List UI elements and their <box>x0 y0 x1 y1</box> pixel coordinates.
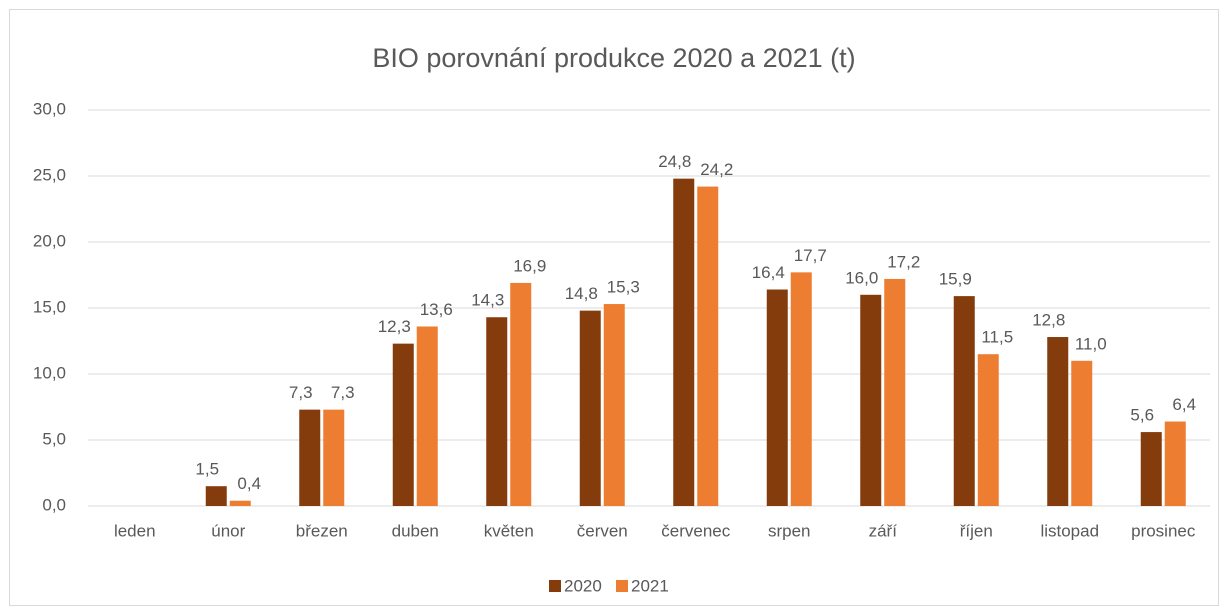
data-label: 6,4 <box>1172 395 1196 414</box>
bar <box>323 409 345 506</box>
data-label: 5,6 <box>1130 406 1154 425</box>
data-label: 17,2 <box>887 252 920 271</box>
bar <box>510 282 532 506</box>
bar <box>229 500 251 506</box>
x-tick-label: květen <box>484 521 534 540</box>
data-label: 24,2 <box>700 160 733 179</box>
bar <box>884 278 906 506</box>
x-tick-label: duben <box>392 521 439 540</box>
bar <box>579 310 601 506</box>
x-tick-label: září <box>869 521 898 540</box>
y-tick-label: 30,0 <box>33 99 66 118</box>
data-label: 15,9 <box>939 270 972 289</box>
bar <box>205 486 227 506</box>
data-label: 0,4 <box>237 474 261 493</box>
legend-label: 2021 <box>631 576 669 595</box>
x-tick-label: červenec <box>661 521 730 540</box>
data-label: 16,0 <box>845 268 878 287</box>
data-label: 7,3 <box>289 383 313 402</box>
x-tick-label: únor <box>211 521 245 540</box>
bar <box>603 304 625 506</box>
x-tick-label: březen <box>296 521 348 540</box>
bar <box>766 289 788 506</box>
bar <box>673 178 695 506</box>
bar <box>299 409 321 506</box>
bar <box>1140 432 1162 506</box>
x-tick-label: listopad <box>1040 521 1099 540</box>
data-label: 16,4 <box>752 263 785 282</box>
bar <box>860 294 882 506</box>
bar <box>486 317 508 506</box>
x-tick-label: leden <box>114 521 156 540</box>
data-label: 14,8 <box>565 284 598 303</box>
y-tick-label: 25,0 <box>33 165 66 184</box>
chart-title: BIO porovnání produkce 2020 a 2021 (t) <box>372 43 855 73</box>
x-tick-label: srpen <box>768 521 811 540</box>
data-label: 12,8 <box>1032 311 1065 330</box>
data-label: 11,5 <box>981 328 1013 347</box>
data-label: 17,7 <box>794 246 827 265</box>
bar <box>1164 421 1186 506</box>
y-tick-label: 0,0 <box>42 495 66 514</box>
bar <box>1071 360 1093 506</box>
data-label: 15,3 <box>607 278 640 297</box>
data-label: 16,9 <box>513 256 546 275</box>
y-tick-label: 20,0 <box>33 231 66 250</box>
bar <box>977 354 999 506</box>
y-tick-label: 10,0 <box>33 363 66 382</box>
x-tick-label: červen <box>577 521 628 540</box>
data-label: 7,3 <box>331 383 355 402</box>
bar <box>953 296 975 506</box>
bar <box>790 272 812 506</box>
data-label: 24,8 <box>658 152 691 171</box>
data-label: 11,0 <box>1075 334 1107 353</box>
y-tick-label: 5,0 <box>42 429 66 448</box>
x-tick-label: prosinec <box>1131 521 1196 540</box>
bar <box>392 343 414 506</box>
bar <box>416 326 438 506</box>
legend-swatch <box>549 580 561 592</box>
data-label: 1,5 <box>195 460 219 479</box>
x-tick-label: říjen <box>960 521 993 540</box>
data-label: 14,3 <box>471 291 504 310</box>
y-tick-label: 15,0 <box>33 297 66 316</box>
bar <box>1047 337 1069 506</box>
bar <box>697 186 719 506</box>
data-label: 13,6 <box>420 300 453 319</box>
legend-swatch <box>616 580 628 592</box>
legend-label: 2020 <box>564 576 602 595</box>
data-label: 12,3 <box>378 317 411 336</box>
